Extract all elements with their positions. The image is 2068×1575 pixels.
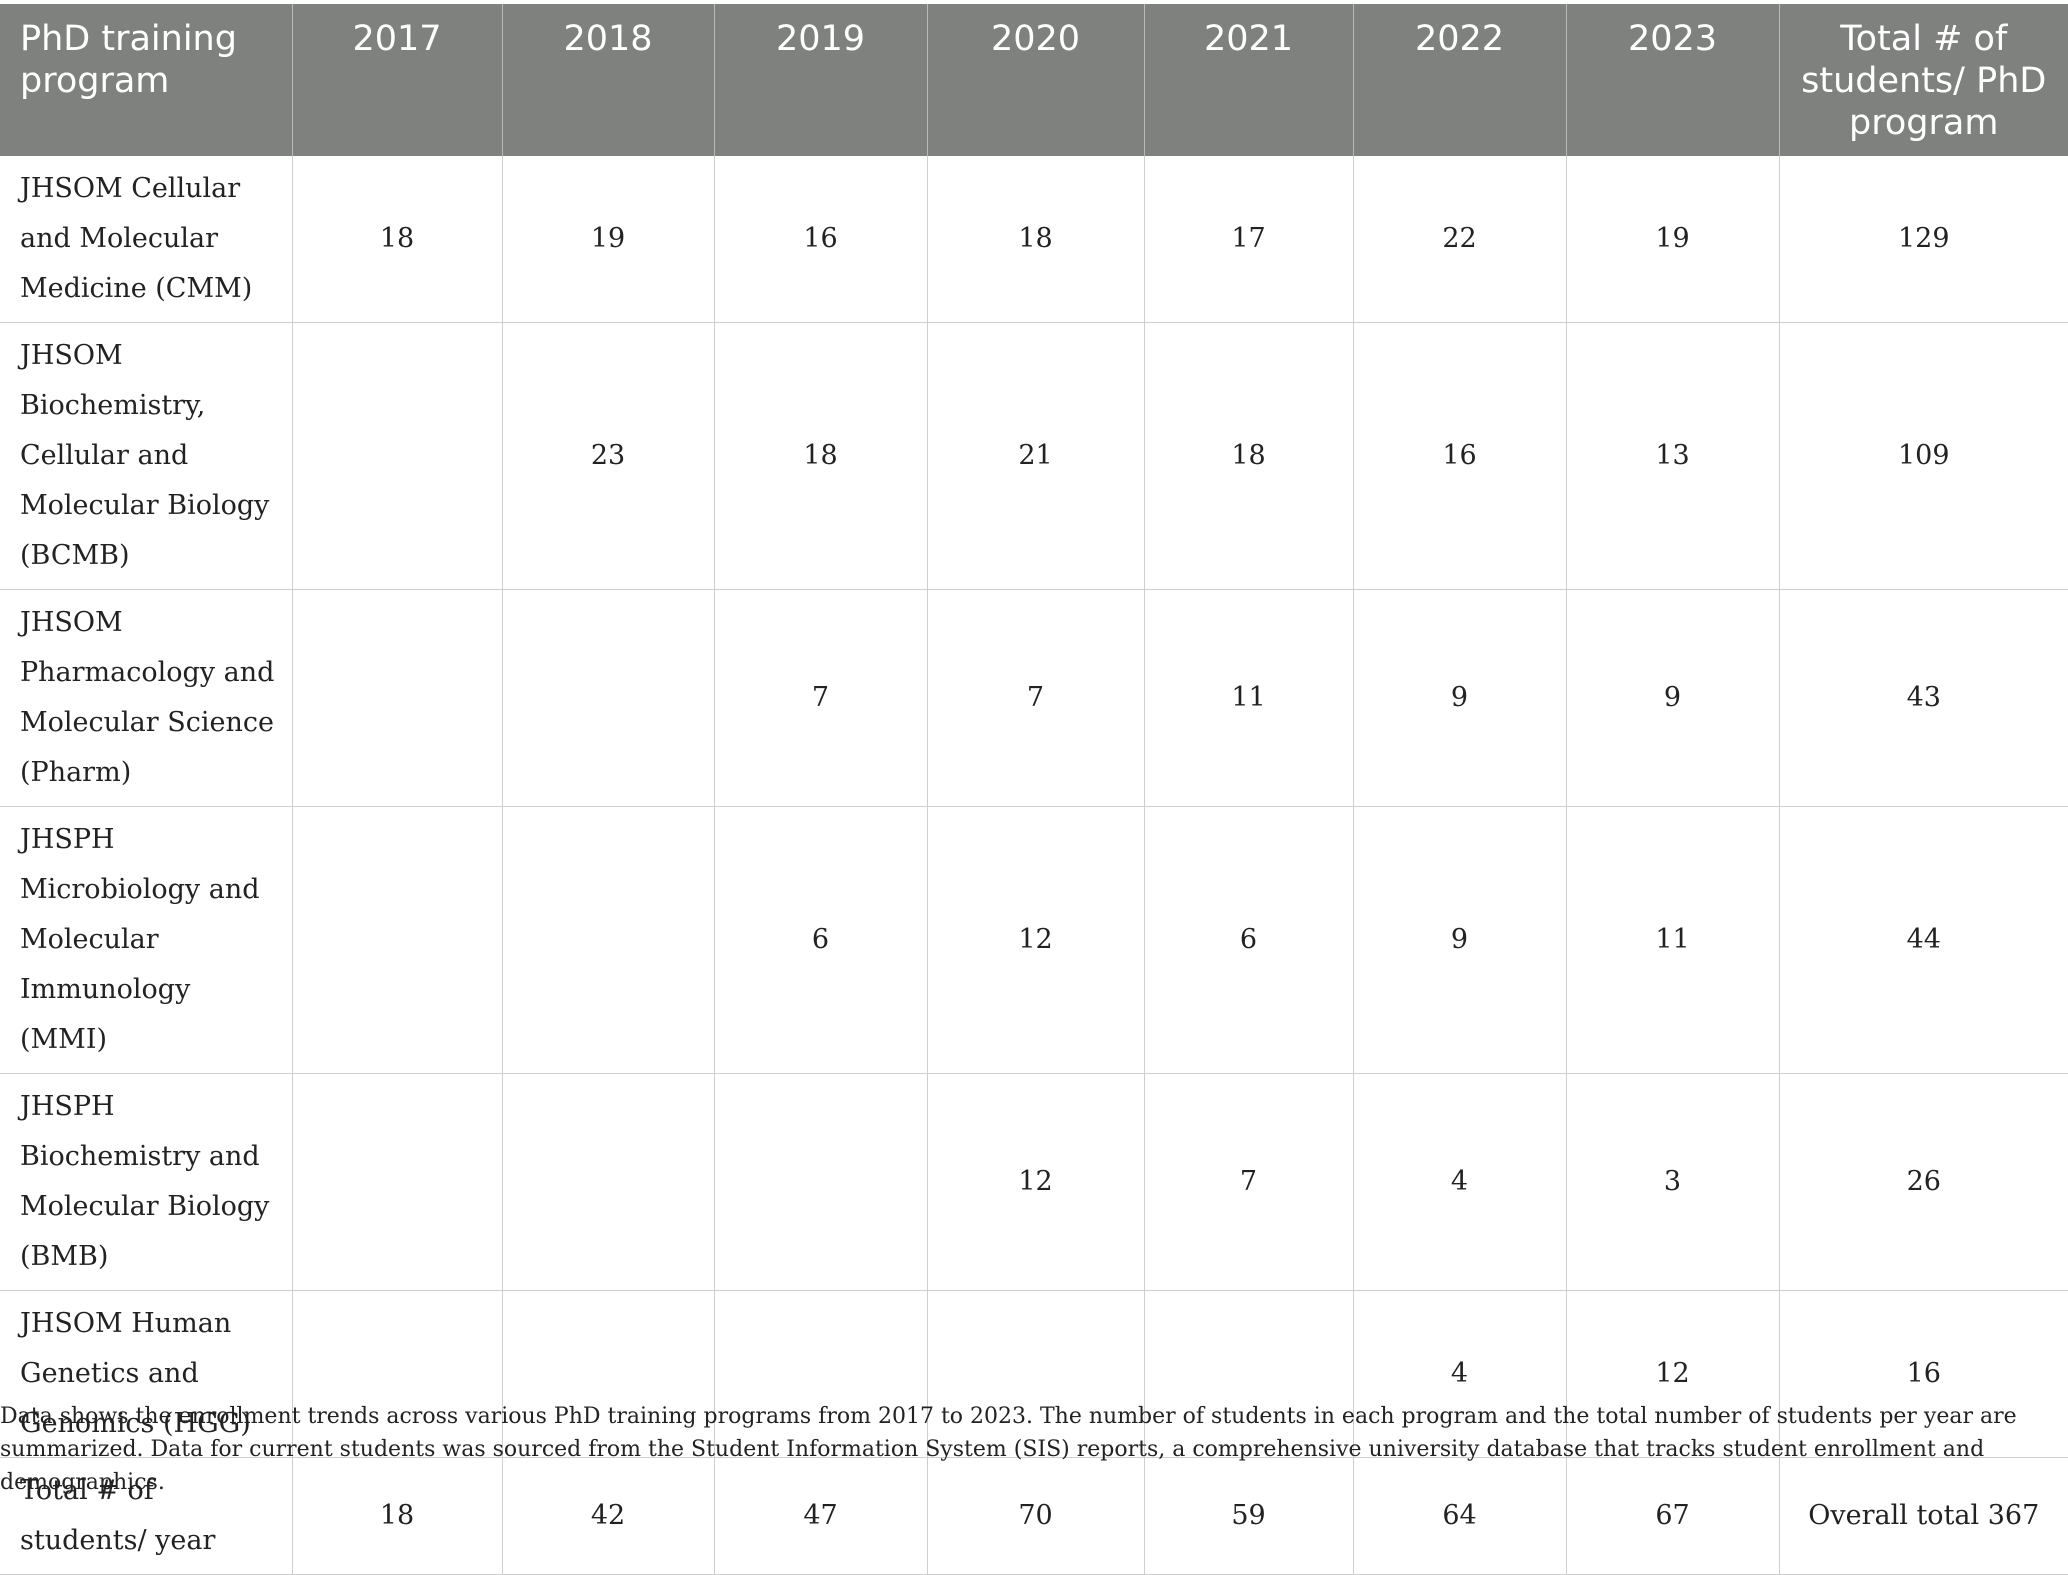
table-cell — [291, 589, 502, 807]
table-cell: 23 — [501, 322, 714, 590]
table-cell: 18 — [291, 156, 502, 323]
table-cell: 4 — [1352, 1290, 1566, 1458]
row-total-cell: 109 — [1778, 322, 2068, 590]
table-cell: 18 — [713, 322, 927, 590]
program-name-cell: JHSPH Microbiology and Molecular Immunol… — [0, 806, 292, 1074]
table-row: JHSPH Biochemistry and Molecular Biology… — [0, 1073, 2068, 1291]
table-row: JHSOM Human Genetics and Genomics (HGG) … — [0, 1290, 2068, 1458]
table-cell: 16 — [713, 156, 927, 323]
row-total-cell: 43 — [1778, 589, 2068, 807]
table-cell — [501, 1290, 714, 1458]
column-header-2020: 2020 — [926, 4, 1144, 156]
program-name-cell: JHSOM Pharmacology and Molecular Science… — [0, 589, 292, 807]
table-cell: 3 — [1565, 1073, 1779, 1291]
table-cell: 17 — [1143, 156, 1353, 323]
enrollment-table: PhD training program 2017 2018 2019 2020… — [0, 4, 2068, 1575]
table-row: JHSOM Cellular and Molecular Medicine (C… — [0, 156, 2068, 323]
column-header-2023: 2023 — [1565, 4, 1779, 156]
table-cell: 11 — [1565, 806, 1779, 1074]
table-cell: 7 — [713, 589, 927, 807]
table-cell — [713, 1073, 927, 1291]
column-header-total: Total # of students/ PhD program — [1778, 4, 2068, 156]
table-cell: 21 — [926, 322, 1144, 590]
table-cell: 18 — [1143, 322, 1353, 590]
column-header-2017: 2017 — [291, 4, 502, 156]
table-cell — [291, 322, 502, 590]
table-cell: 9 — [1352, 806, 1566, 1074]
table-cell: 18 — [926, 156, 1144, 323]
program-name-cell: JHSPH Biochemistry and Molecular Biology… — [0, 1073, 292, 1291]
table-row: JHSOM Biochemistry, Cellular and Molecul… — [0, 322, 2068, 590]
column-header-2018: 2018 — [501, 4, 714, 156]
program-name-cell: JHSOM Biochemistry, Cellular and Molecul… — [0, 322, 292, 590]
table-cell: 7 — [926, 589, 1144, 807]
row-total-cell: 129 — [1778, 156, 2068, 323]
column-header-2022: 2022 — [1352, 4, 1566, 156]
table-footnote: Data shows the enrollment trends across … — [0, 1404, 2017, 1495]
table-cell — [501, 1073, 714, 1291]
table-cell: 11 — [1143, 589, 1353, 807]
table-cell — [926, 1290, 1144, 1458]
table-cell — [1143, 1290, 1353, 1458]
column-header-program: PhD training program — [0, 4, 292, 156]
table-row: JHSOM Pharmacology and Molecular Science… — [0, 589, 2068, 807]
table-row: JHSPH Microbiology and Molecular Immunol… — [0, 806, 2068, 1074]
header-row: PhD training program 2017 2018 2019 2020… — [0, 4, 2068, 156]
table-cell: 19 — [1565, 156, 1779, 323]
table-cell: 12 — [1565, 1290, 1779, 1458]
table-cell — [501, 806, 714, 1074]
table-cell: 6 — [1143, 806, 1353, 1074]
program-name-cell: JHSOM Human Genetics and Genomics (HGG) — [0, 1290, 292, 1458]
table-cell: 6 — [713, 806, 927, 1074]
table-cell: 9 — [1565, 589, 1779, 807]
table-cell: 12 — [926, 1073, 1144, 1291]
table-cell: 16 — [1352, 322, 1566, 590]
table-cell: 22 — [1352, 156, 1566, 323]
row-total-cell: 26 — [1778, 1073, 2068, 1291]
table-cell: 7 — [1143, 1073, 1353, 1291]
row-total-cell: 44 — [1778, 806, 2068, 1074]
table-cell: 19 — [501, 156, 714, 323]
table-cell — [291, 1073, 502, 1291]
program-name-cell: JHSOM Cellular and Molecular Medicine (C… — [0, 156, 292, 323]
table-cell: 12 — [926, 806, 1144, 1074]
table-cell — [291, 806, 502, 1074]
column-header-2019: 2019 — [713, 4, 927, 156]
table-cell: 9 — [1352, 589, 1566, 807]
column-header-2021: 2021 — [1143, 4, 1353, 156]
table-cell — [501, 589, 714, 807]
row-total-cell: 16 — [1778, 1290, 2068, 1458]
table-cell — [291, 1290, 502, 1458]
table-cell: 4 — [1352, 1073, 1566, 1291]
table-cell: 13 — [1565, 322, 1779, 590]
table-container: PhD training program 2017 2018 2019 2020… — [0, 4, 2068, 1575]
table-cell — [713, 1290, 927, 1458]
